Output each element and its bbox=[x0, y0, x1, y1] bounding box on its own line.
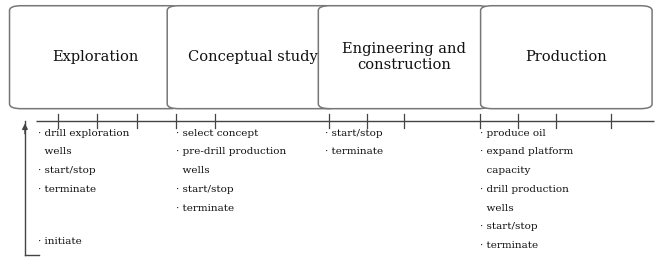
Text: · terminate: · terminate bbox=[480, 241, 537, 250]
Text: · select concept: · select concept bbox=[176, 129, 258, 138]
FancyBboxPatch shape bbox=[167, 6, 339, 109]
Text: · drill exploration: · drill exploration bbox=[38, 129, 129, 138]
Text: · start/stop: · start/stop bbox=[176, 185, 234, 194]
FancyBboxPatch shape bbox=[480, 6, 652, 109]
Text: Production: Production bbox=[526, 50, 607, 64]
Text: · produce oil: · produce oil bbox=[480, 129, 545, 138]
Text: Conceptual study: Conceptual study bbox=[188, 50, 318, 64]
Text: wells: wells bbox=[38, 147, 72, 157]
Text: · terminate: · terminate bbox=[38, 185, 96, 194]
Text: · pre-drill production: · pre-drill production bbox=[176, 147, 286, 157]
Text: · terminate: · terminate bbox=[176, 204, 234, 213]
Text: · start/stop: · start/stop bbox=[325, 129, 383, 138]
Text: · expand platform: · expand platform bbox=[480, 147, 573, 157]
Text: Exploration: Exploration bbox=[52, 50, 139, 64]
Text: · start/stop: · start/stop bbox=[480, 222, 537, 231]
FancyBboxPatch shape bbox=[9, 6, 181, 109]
Text: · start/stop: · start/stop bbox=[38, 166, 96, 175]
Text: · terminate: · terminate bbox=[325, 147, 383, 157]
Text: Engineering and
construction: Engineering and construction bbox=[342, 42, 466, 72]
Text: · initiate: · initiate bbox=[38, 237, 82, 246]
Text: wells: wells bbox=[176, 166, 210, 175]
Text: capacity: capacity bbox=[480, 166, 530, 175]
Text: wells: wells bbox=[480, 204, 513, 213]
FancyBboxPatch shape bbox=[318, 6, 489, 109]
Text: · drill production: · drill production bbox=[480, 185, 568, 194]
